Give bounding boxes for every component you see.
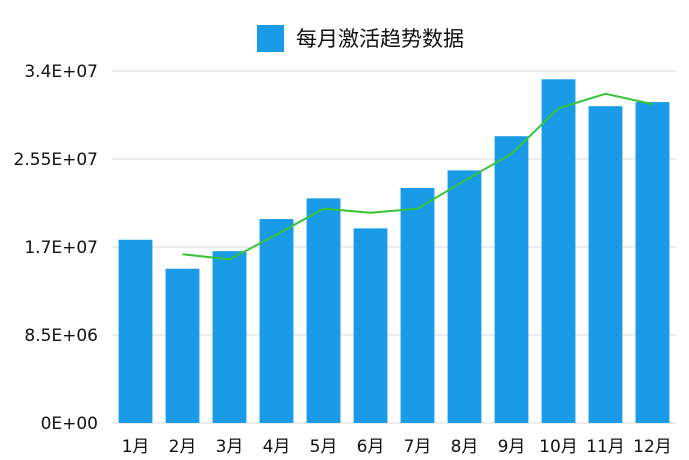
bar-6 <box>353 228 388 423</box>
y-tick-label: 8.5E+06 <box>24 326 98 346</box>
y-tick-label: 1.7E+07 <box>24 238 98 258</box>
x-axis-tick-labels: 1月 2月 3月 4月 5月 6月 7月 8月 9月 10月 11月 12月 <box>122 437 672 457</box>
x-tick-label: 7月 <box>404 437 432 457</box>
x-tick-label: 12月 <box>633 437 672 457</box>
bar-7 <box>400 187 435 423</box>
x-tick-label: 3月 <box>216 437 244 457</box>
x-tick-label: 1月 <box>122 437 150 457</box>
grid <box>112 70 676 424</box>
legend-label: 每月激活趋势数据 <box>296 27 464 51</box>
x-tick-label: 10月 <box>539 437 578 457</box>
x-tick-label: 6月 <box>357 437 385 457</box>
bar-8 <box>447 170 482 423</box>
x-tick-label: 4月 <box>263 437 291 457</box>
bar-3 <box>212 251 247 423</box>
y-axis-tick-labels: 0E+00 8.5E+06 1.7E+07 2.55E+07 3.4E+07 <box>14 62 98 434</box>
x-tick-label: 5月 <box>310 437 338 457</box>
y-tick-label: 2.55E+07 <box>14 150 98 170</box>
y-tick-label: 0E+00 <box>41 414 98 434</box>
bar-10 <box>541 79 576 424</box>
bar-12 <box>635 102 670 423</box>
bar-2 <box>165 268 200 423</box>
x-tick-label: 9月 <box>498 437 526 457</box>
y-tick-label: 3.4E+07 <box>24 62 98 82</box>
x-tick-label: 2月 <box>169 437 197 457</box>
x-tick-label: 8月 <box>451 437 479 457</box>
bar-4 <box>259 219 294 423</box>
bars <box>118 79 670 424</box>
bar-5 <box>306 198 341 423</box>
x-tick-label: 11月 <box>586 437 625 457</box>
bar-11 <box>588 106 623 423</box>
legend-swatch <box>257 25 284 52</box>
trend-line <box>182 92 653 261</box>
bar-9 <box>494 136 529 424</box>
bar-1 <box>118 239 153 423</box>
legend: 每月激活趋势数据 <box>257 25 464 52</box>
